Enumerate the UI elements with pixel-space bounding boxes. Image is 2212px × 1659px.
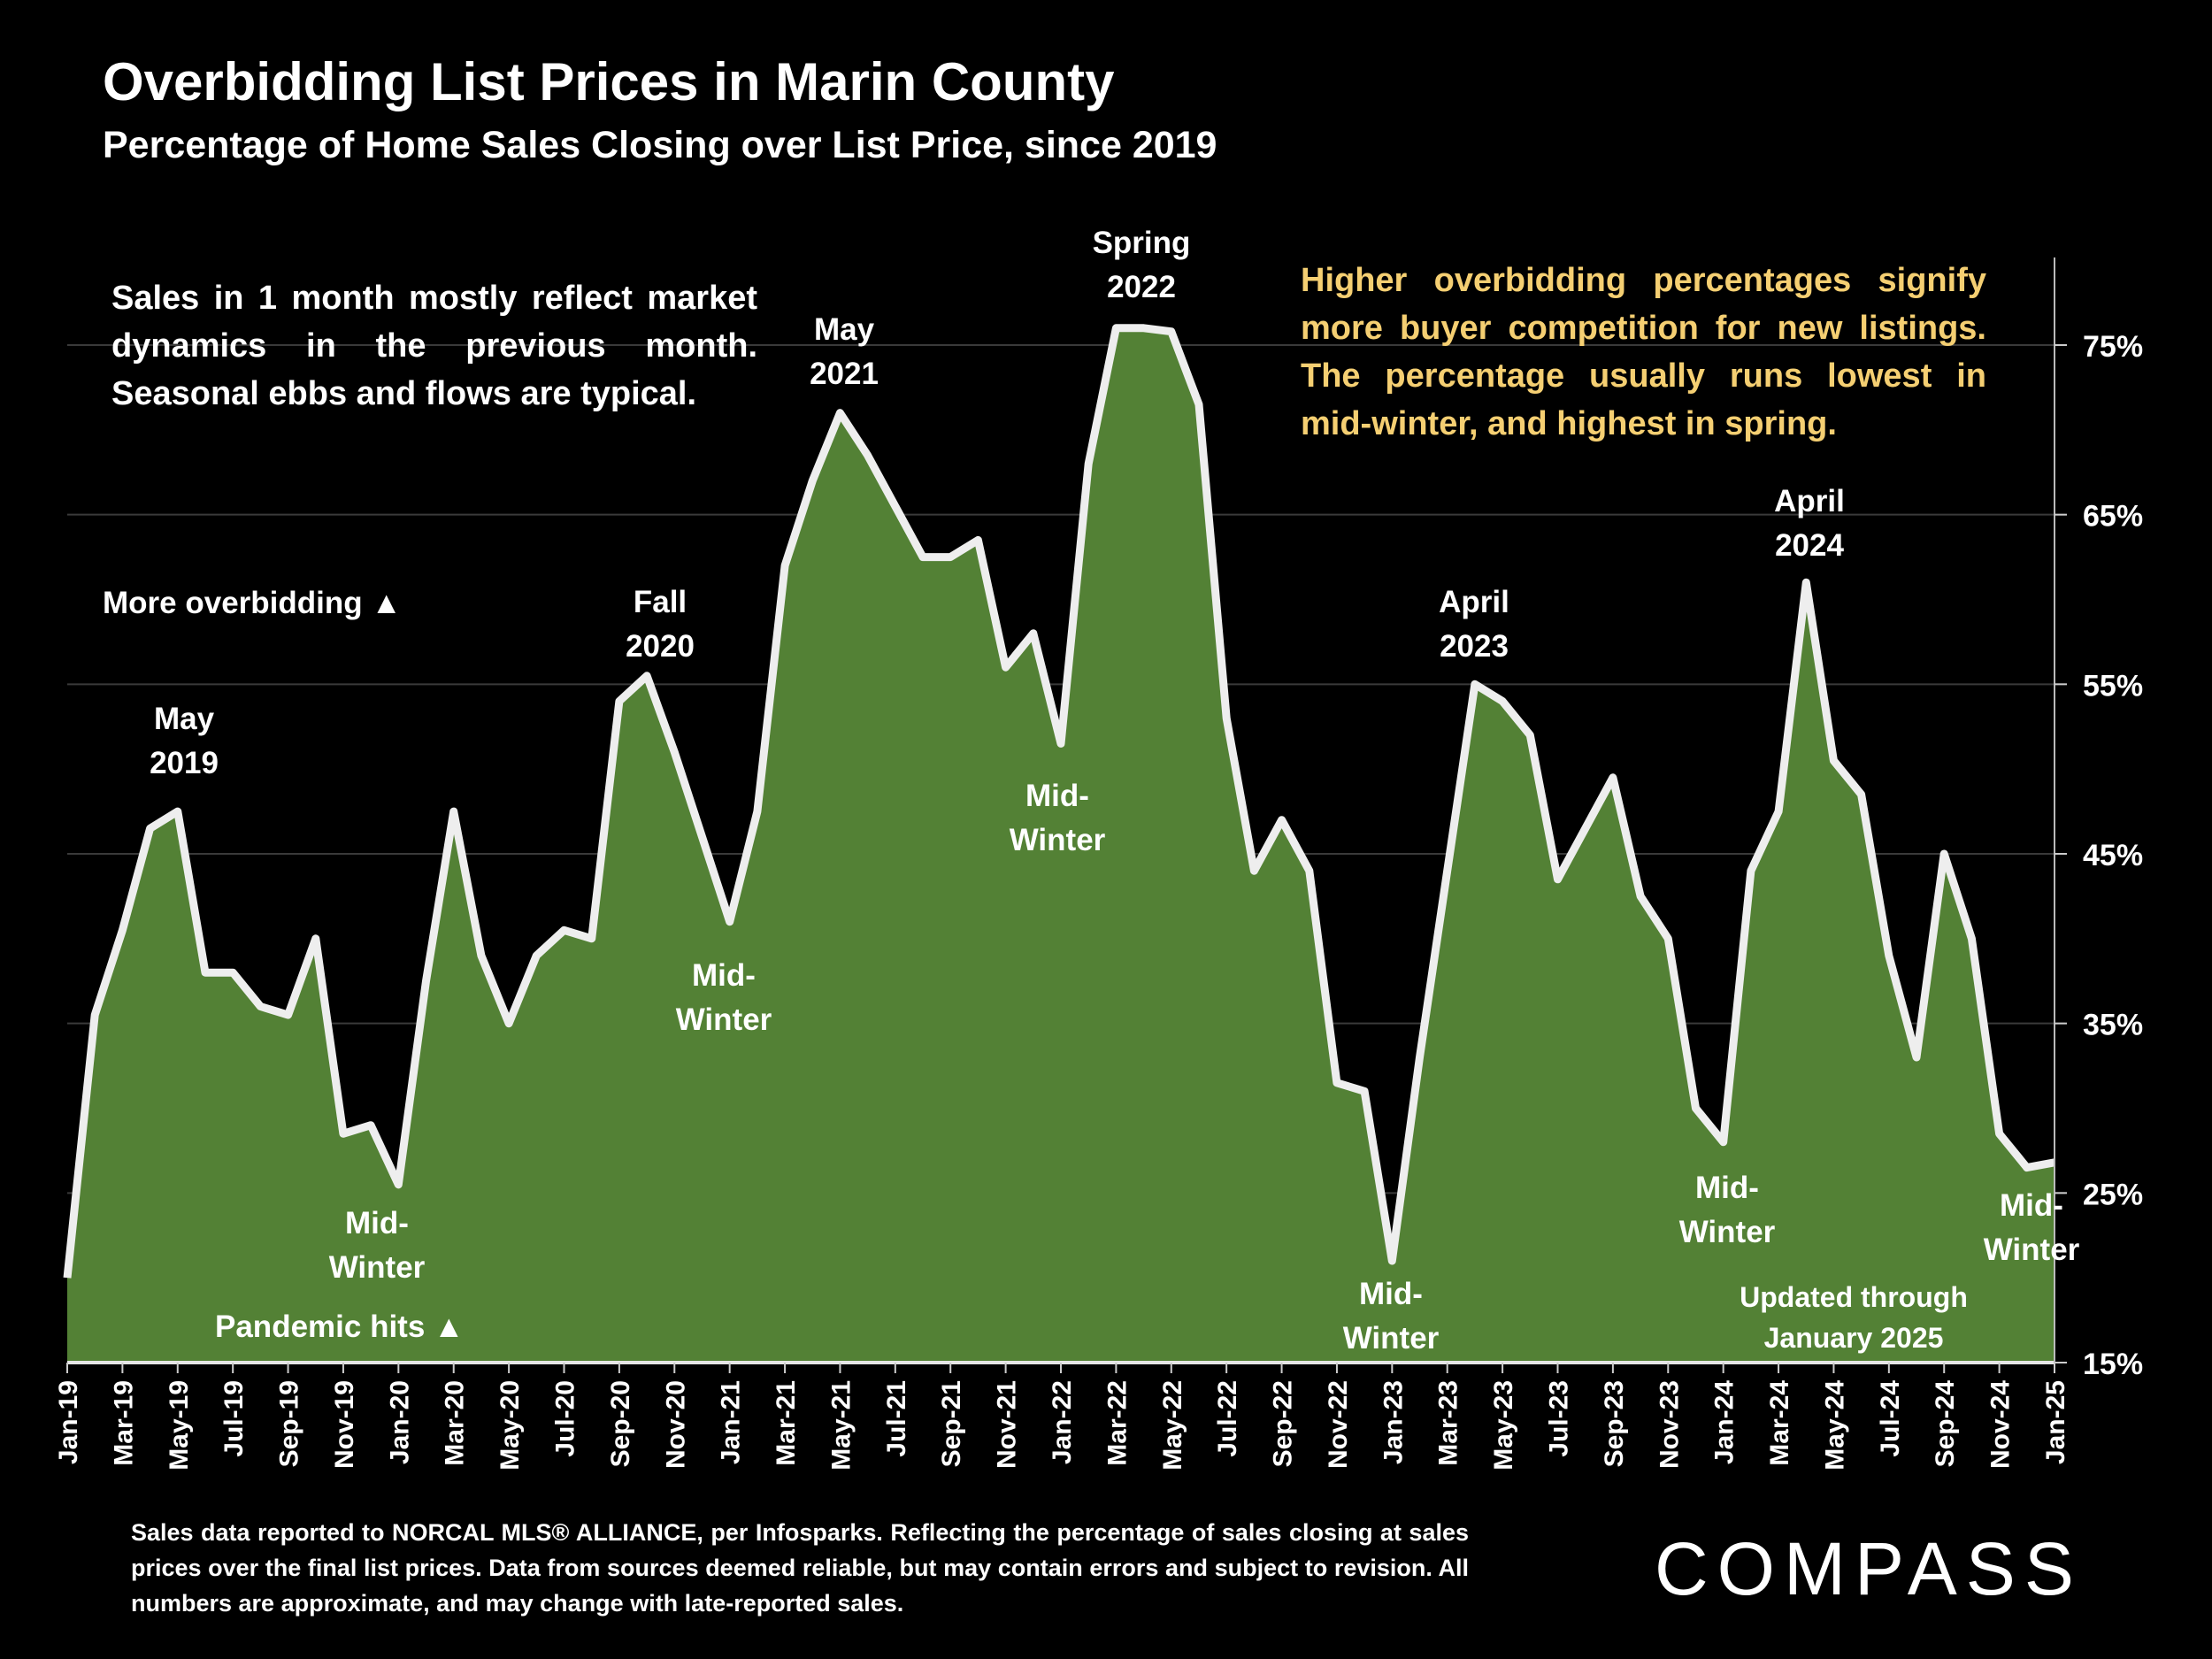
x-tick-label: Jul-19	[219, 1380, 249, 1457]
more-overbidding-label: More overbidding ▲	[103, 586, 402, 620]
x-tick-label: Jan-24	[1710, 1380, 1740, 1464]
x-tick-label: Mar-22	[1102, 1380, 1132, 1466]
annotation-midwinter-2022: Mid- Winter	[995, 774, 1119, 863]
x-tick-label: May-22	[1158, 1380, 1187, 1471]
annotation-line-1: Spring	[1092, 226, 1191, 260]
annotation-line-2: 2024	[1775, 528, 1844, 563]
y-tick-label: 45%	[2083, 839, 2143, 872]
annotation-line-1: Fall	[633, 585, 687, 619]
annotation-midwinter-2024: Mid- Winter	[1665, 1166, 1789, 1255]
x-tick-label: May-24	[1820, 1380, 1849, 1471]
annotation-line-1: Mid-	[1025, 779, 1089, 813]
annotation-line-1: May	[813, 312, 875, 347]
x-tick-label: Mar-24	[1765, 1380, 1794, 1466]
x-tick-label: May-21	[826, 1380, 856, 1471]
x-tick-label: May-23	[1489, 1380, 1518, 1471]
annotation-april-2023: April 2023	[1421, 580, 1527, 669]
y-tick-label: 75%	[2083, 330, 2143, 364]
annotation-line-2: 2023	[1440, 629, 1509, 664]
area-fill	[67, 327, 2055, 1363]
x-tick-label: Nov-19	[330, 1380, 359, 1469]
x-tick-label: Mar-23	[1434, 1380, 1463, 1466]
annotation-line-1: Mid-	[692, 958, 756, 993]
x-tick-label: Jan-19	[54, 1380, 83, 1464]
x-tick-label: Jan-25	[2041, 1380, 2070, 1464]
x-tick-label: Nov-23	[1655, 1380, 1684, 1469]
annotation-spring-2022: Spring 2022	[1079, 221, 1203, 310]
annotation-may-2019: May 2019	[131, 697, 237, 786]
annotation-line-1: Mid-	[2000, 1188, 2063, 1223]
x-tick-label: Jan-21	[717, 1380, 746, 1464]
x-tick-label: Sep-20	[606, 1380, 635, 1467]
pandemic-label: Pandemic hits ▲	[215, 1310, 465, 1344]
annotation-line-2: Winter	[675, 1002, 772, 1037]
x-tick-label: Jan-23	[1379, 1380, 1408, 1464]
x-tick-label: Jan-20	[385, 1380, 414, 1464]
x-tick-label: Jul-23	[1545, 1380, 1574, 1457]
y-tick-label: 25%	[2083, 1178, 2143, 1211]
annotation-line-1: April	[1439, 585, 1509, 619]
x-tick-label: Jul-21	[882, 1380, 911, 1457]
x-tick-label: Mar-20	[441, 1380, 470, 1466]
annotation-line-2: 2022	[1107, 270, 1176, 304]
note-right: Higher overbidding percentages signify m…	[1301, 262, 1986, 442]
y-tick-label: 35%	[2083, 1009, 2143, 1042]
x-tick-label: Sep-22	[1269, 1380, 1298, 1467]
x-tick-label: Jan-22	[1048, 1380, 1077, 1464]
annotation-line-1: April	[1774, 484, 1845, 518]
annotation-midwinter-2021: Mid- Winter	[662, 954, 786, 1042]
x-tick-label: Mar-21	[772, 1380, 801, 1466]
annotation-line-2: Winter	[1009, 823, 1106, 857]
updated-line-2: January 2025	[1763, 1322, 1944, 1354]
note-left: Sales in 1 month mostly reflect market d…	[111, 280, 757, 412]
x-tick-label: Jul-20	[551, 1380, 580, 1457]
footer-source-note: Sales data reported to NORCAL MLS® ALLIA…	[131, 1519, 1469, 1617]
x-tick-label: Sep-19	[275, 1380, 304, 1467]
chart-subtitle: Percentage of Home Sales Closing over Li…	[103, 124, 1217, 166]
data-line	[63, 324, 2055, 1279]
x-tick-label: Sep-24	[1931, 1380, 1960, 1468]
y-tick-label: 65%	[2083, 500, 2143, 534]
annotation-may-2021: May 2021	[791, 308, 897, 396]
annotation-midwinter-2025: Mid- Winter	[1970, 1184, 2093, 1272]
x-tick-label: Nov-22	[1324, 1380, 1353, 1469]
annotation-line-2: Winter	[1983, 1233, 2080, 1267]
chart-title: Overbidding List Prices in Marin County	[103, 52, 1115, 111]
x-tick-label: Nov-21	[993, 1380, 1022, 1469]
updated-through-label: Updated through January 2025	[1721, 1277, 1986, 1358]
x-tick-label: Nov-20	[661, 1380, 690, 1469]
annotation-midwinter-2020: Mid- Winter	[315, 1202, 439, 1290]
updated-line-1: Updated through	[1740, 1281, 1968, 1313]
annotation-april-2024: April 2024	[1756, 480, 1863, 568]
x-ticks: Jan-19 Mar-19 May-19 Jul-19 Sep-19 Nov-19 Jan-…	[54, 1363, 2070, 1471]
annotation-line-2: Winter	[1342, 1321, 1440, 1356]
annotation-line-1: May	[153, 702, 215, 736]
x-tick-label: Jul-22	[1213, 1380, 1242, 1457]
y-tick-label: 15%	[2083, 1348, 2143, 1381]
y-tick-label: 55%	[2083, 669, 2143, 703]
annotation-line-2: Winter	[328, 1250, 426, 1285]
annotation-line-2: 2021	[810, 357, 879, 391]
x-tick-label: May-20	[495, 1380, 525, 1471]
annotation-line-2: 2019	[150, 746, 219, 780]
annotation-line-1: Mid-	[1695, 1171, 1759, 1205]
x-tick-label: Sep-23	[1600, 1380, 1629, 1467]
x-tick-label: Sep-21	[937, 1380, 966, 1467]
annotation-line-2: Winter	[1678, 1215, 1776, 1249]
annotation-midwinter-2023: Mid- Winter	[1329, 1272, 1453, 1361]
x-tick-label: Mar-19	[109, 1380, 138, 1466]
compass-logo: COMPASS	[1655, 1527, 2083, 1610]
annotation-line-1: Mid-	[345, 1206, 409, 1240]
annotation-line-2: 2020	[626, 629, 695, 664]
annotation-line-1: Mid-	[1359, 1277, 1423, 1311]
x-tick-label: Jul-24	[1876, 1380, 1905, 1457]
x-tick-label: Nov-24	[1986, 1380, 2016, 1469]
x-tick-label: May-19	[165, 1380, 194, 1471]
y-ticks: 15% 25% 35% 45% 55% 65% 75%	[2055, 330, 2143, 1381]
annotation-fall-2020: Fall 2020	[607, 580, 713, 669]
